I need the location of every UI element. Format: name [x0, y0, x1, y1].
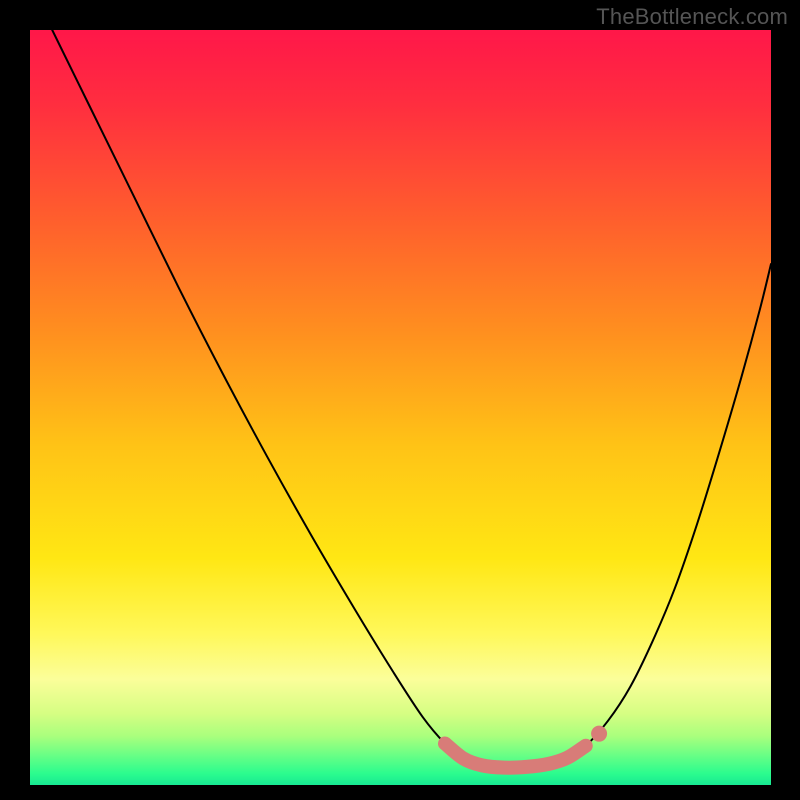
valley-end-marker [591, 726, 607, 742]
plot-background [30, 30, 771, 785]
bottleneck-curve-plot [30, 30, 771, 785]
watermark-text: TheBottleneck.com [596, 4, 788, 30]
chart-container: TheBottleneck.com [0, 0, 800, 800]
